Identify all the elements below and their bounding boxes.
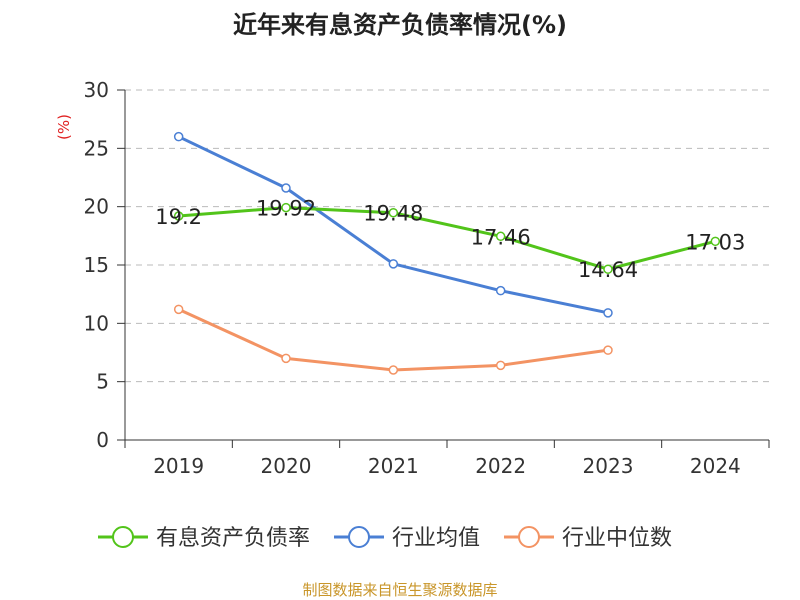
y-tick-label: 0 <box>96 428 109 452</box>
data-label: 19.2 <box>155 205 202 229</box>
data-point <box>603 308 613 318</box>
y-tick-label: 10 <box>84 311 109 335</box>
data-label: 17.03 <box>685 230 745 254</box>
series-line <box>178 307 609 372</box>
x-tick-label: 2020 <box>261 454 312 478</box>
source-note: 制图数据来自恒生聚源数据库 <box>302 581 497 599</box>
y-tick-label: 15 <box>84 253 109 277</box>
axes: 0 5 10 15 20 25 30 2019 2020 2021 2022 2023 2024 <box>84 78 770 478</box>
chart-title: 近年来有息资产负债率情况(%) <box>233 11 567 39</box>
data-point <box>388 207 399 218</box>
data-point <box>495 231 506 242</box>
series-lines <box>173 131 721 375</box>
x-tick-label: 2021 <box>368 454 419 478</box>
legend-marker <box>518 526 540 548</box>
data-point <box>603 264 613 274</box>
data-label: 14.64 <box>578 258 638 282</box>
data-label: 17.46 <box>471 225 531 249</box>
data-point <box>173 211 184 221</box>
grid <box>125 89 769 383</box>
y-tick-label: 20 <box>84 195 109 219</box>
data-labels: 19.2 19.92 19.48 17.46 14.64 17.03 <box>155 197 745 283</box>
y-tick-label: 5 <box>96 370 109 394</box>
legend-label: 有息资产负债率 <box>156 526 310 551</box>
data-label: 19.48 <box>363 202 423 226</box>
y-tick-label: 25 <box>84 136 109 160</box>
data-point <box>173 131 184 142</box>
data-point <box>388 365 399 375</box>
x-tick-label: 2022 <box>475 454 526 478</box>
data-point <box>495 285 506 296</box>
y-axis-label: (%) <box>55 114 73 140</box>
data-point <box>710 236 721 247</box>
legend-label: 行业均值 <box>392 526 480 551</box>
legend-label: 行业中位数 <box>562 526 672 551</box>
legend-marker <box>112 526 134 548</box>
x-tick-label: 2019 <box>153 454 204 478</box>
x-tick-label: 2023 <box>583 454 634 478</box>
data-point <box>281 353 291 364</box>
legend-item[interactable]: 有息资产负债率 <box>98 526 310 551</box>
data-point <box>495 360 506 371</box>
legend-item[interactable]: 行业中位数 <box>504 526 672 551</box>
data-point <box>281 183 291 193</box>
legend-item[interactable]: 行业均值 <box>334 526 480 551</box>
data-point <box>281 202 291 213</box>
data-point <box>388 259 399 269</box>
data-point <box>603 345 613 355</box>
data-point <box>173 304 184 315</box>
legend[interactable]: 有息资产负债率 行业均值 行业中位数 <box>98 526 672 551</box>
y-tick-label: 30 <box>84 78 109 102</box>
data-label: 19.92 <box>256 197 316 221</box>
series-line <box>178 206 716 271</box>
x-tick-label: 2024 <box>690 454 741 478</box>
legend-marker <box>348 526 370 548</box>
